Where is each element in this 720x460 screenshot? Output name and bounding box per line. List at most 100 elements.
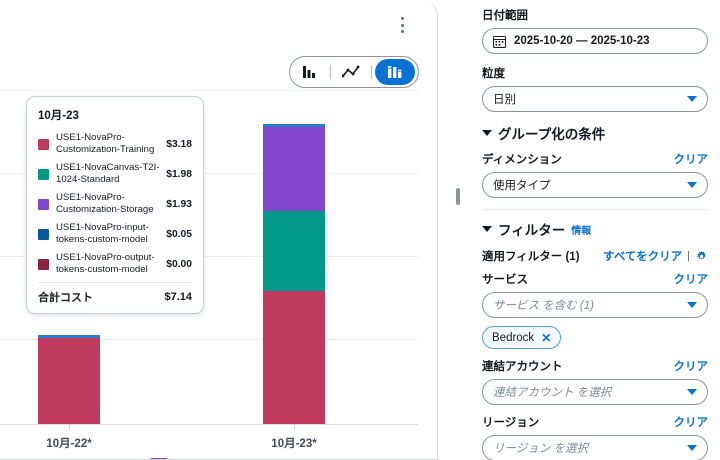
chart-plot-area: 10月-22* 10月-23*	[0, 90, 418, 459]
tooltip-row-value: $1.98	[166, 168, 192, 180]
tooltip-total-row: 合計コスト $7.14	[38, 289, 192, 305]
linked-account-filter-select[interactable]: 連結アカウント を選択	[482, 379, 708, 405]
tooltip-row-label: USE1-NovaPro-input-tokens-custom-model	[56, 222, 149, 245]
chart-type-toggle-group[interactable]	[289, 56, 419, 88]
gear-icon[interactable]	[695, 250, 708, 263]
tooltip-total-label: 合計コスト	[38, 292, 93, 304]
panel-resize-handle[interactable]	[456, 188, 460, 205]
applied-filters-row: 適用フィルター (1) すべてをクリア |	[482, 248, 708, 264]
stacked-bar-chart-icon[interactable]	[375, 59, 415, 85]
close-icon[interactable]: ✕	[541, 330, 552, 345]
chevron-down-icon	[482, 226, 492, 232]
tooltip-row-value: $3.18	[166, 138, 192, 150]
x-axis-label-0: 10月-22*	[46, 438, 92, 450]
gridline	[0, 90, 418, 91]
tooltip-row: USE1-NovaPro-Customization-Storage $1.93	[38, 192, 192, 216]
tooltip-row-label: USE1-NovaPro-output-tokens-custom-model	[56, 252, 155, 275]
service-filter-label: サービス	[482, 274, 528, 286]
bar-segment	[263, 291, 325, 424]
clear-region-link[interactable]: クリア	[673, 417, 709, 429]
group-by-section-label: グループ化の条件	[498, 127, 606, 142]
date-range-label: 日付範囲	[482, 10, 528, 22]
chevron-down-icon	[687, 182, 697, 188]
x-tick	[294, 424, 295, 429]
divider	[371, 65, 372, 79]
filters-section-label: フィルター	[498, 223, 566, 238]
date-range-value: 2025-10-20 — 2025-10-23	[514, 35, 650, 47]
tooltip-row: USE1-NovaPro-Customization-Training $3.1…	[38, 132, 192, 156]
region-filter-select[interactable]: リージョン を選択	[482, 435, 708, 460]
tooltip-row: USE1-NovaPro-input-tokens-custom-model $…	[38, 222, 192, 246]
color-swatch	[38, 168, 49, 180]
dimension-select[interactable]: 使用タイプ	[482, 172, 708, 198]
applied-filters-label: 適用フィルター (1)	[482, 251, 580, 263]
chevron-down-icon	[687, 389, 697, 395]
clear-service-filter-link[interactable]: クリア	[673, 274, 709, 286]
clear-dimension-link[interactable]: クリア	[673, 154, 709, 166]
tooltip-title: 10月-23	[38, 110, 79, 122]
tooltip-row-value: $0.05	[166, 228, 192, 240]
gridline	[0, 173, 418, 174]
x-tick	[69, 424, 70, 429]
clear-linked-account-link[interactable]: クリア	[673, 361, 709, 373]
chevron-down-icon	[687, 96, 697, 102]
granularity-select[interactable]: 日別	[482, 86, 708, 112]
legend-marker[interactable]	[150, 458, 168, 459]
bar-chart-icon[interactable]	[293, 59, 327, 85]
color-swatch	[38, 138, 49, 150]
tooltip-row-value: $0.00	[166, 258, 192, 270]
bar-segment	[38, 338, 100, 424]
bar-stack-1[interactable]	[263, 124, 325, 424]
tooltip-row: USE1-NovaPro-output-tokens-custom-model …	[38, 252, 192, 276]
divider: |	[687, 250, 690, 262]
color-swatch	[38, 258, 49, 270]
bar-segment	[38, 335, 100, 338]
chevron-down-icon	[482, 130, 492, 136]
service-filter-select[interactable]: サービス を含む (1)	[482, 292, 708, 318]
bar-stack-0[interactable]	[38, 335, 100, 424]
region-placeholder: リージョン を選択	[493, 443, 588, 455]
panel-gutter	[438, 0, 470, 460]
divider	[330, 65, 331, 79]
region-filter-label: リージョン	[482, 417, 540, 429]
chevron-down-icon	[687, 302, 697, 308]
dimension-value: 使用タイプ	[493, 180, 551, 192]
tooltip-row-label: USE1-NovaPro-Customization-Storage	[56, 192, 154, 215]
bar-segment	[263, 124, 325, 127]
tooltip-row-value: $1.93	[166, 198, 192, 210]
service-filter-value: サービス を含む (1)	[493, 300, 594, 312]
tooltip-row: USE1-NovaCanvas-T2I-1024-Standard $1.98	[38, 162, 192, 186]
chevron-down-icon	[687, 445, 697, 451]
granularity-label: 粒度	[482, 68, 505, 80]
color-swatch	[38, 228, 49, 240]
filters-info-link[interactable]: 情報	[571, 225, 592, 237]
tooltip-row-label: USE1-NovaCanvas-T2I-1024-Standard	[56, 162, 160, 185]
filters-section-header[interactable]: フィルター 情報	[482, 219, 708, 239]
service-filter-token-label: Bedrock	[492, 331, 535, 344]
dimension-label: ディメンション	[482, 154, 562, 166]
bar-segment	[263, 211, 325, 291]
calendar-icon	[493, 35, 506, 48]
gridline	[0, 256, 418, 257]
tooltip-total-value: $7.14	[164, 291, 192, 303]
chart-tooltip: 10月-23 USE1-NovaPro-Customization-Traini…	[26, 96, 204, 314]
divider	[482, 209, 708, 210]
more-vertical-icon[interactable]	[394, 14, 410, 36]
bar-segment	[263, 127, 325, 211]
linked-account-placeholder: 連結アカウント を選択	[493, 387, 612, 399]
tooltip-row-label: USE1-NovaPro-Customization-Training	[56, 132, 155, 155]
linked-account-filter-label: 連結アカウント	[482, 361, 563, 373]
report-parameters-panel: 日付範囲 2025-10-20 — 2025-10-23 粒	[470, 0, 720, 460]
line-chart-icon[interactable]	[334, 59, 368, 85]
chart-panel: 10月-22* 10月-23*	[0, 0, 438, 460]
granularity-value: 日別	[493, 94, 516, 106]
service-filter-token[interactable]: Bedrock ✕	[482, 326, 562, 349]
color-swatch	[38, 198, 49, 210]
gridline	[0, 339, 418, 340]
divider	[38, 282, 192, 283]
x-axis-label-1: 10月-23*	[271, 438, 317, 450]
clear-all-filters-link[interactable]: すべてをクリア	[603, 251, 683, 263]
date-range-input[interactable]: 2025-10-20 — 2025-10-23	[482, 28, 708, 54]
group-by-section-header[interactable]: グループ化の条件	[482, 123, 708, 143]
